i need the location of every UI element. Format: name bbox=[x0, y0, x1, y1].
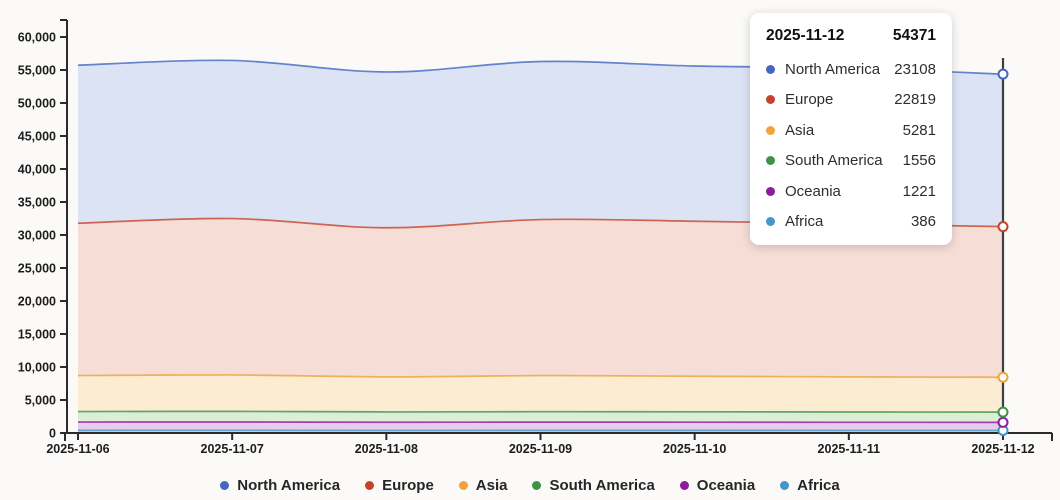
tooltip-series-value: 22819 bbox=[894, 91, 936, 109]
tooltip-series-value: 5281 bbox=[902, 121, 936, 139]
series-color-dot-icon bbox=[458, 480, 468, 490]
series-color-dot-icon bbox=[766, 186, 775, 196]
x-tick-label: 2025-11-08 bbox=[355, 442, 418, 456]
legend-label: Europe bbox=[382, 476, 434, 494]
series-color-dot-icon bbox=[766, 156, 775, 166]
series-color-dot-icon bbox=[766, 64, 775, 74]
area-asia bbox=[78, 374, 1003, 413]
series-color-dot-icon bbox=[365, 480, 375, 490]
tooltip-row: Oceania 1221 bbox=[766, 176, 936, 207]
tooltip-series-value: 23108 bbox=[894, 60, 936, 78]
y-tick-label: 30,000 bbox=[18, 229, 56, 243]
tooltip-series-name: North America bbox=[785, 60, 881, 78]
legend-item-asia[interactable]: Asia bbox=[458, 476, 508, 494]
y-tick-label: 55,000 bbox=[18, 64, 56, 78]
tooltip-row: North America 23108 bbox=[766, 54, 936, 85]
legend-item-europe[interactable]: Europe bbox=[365, 477, 434, 494]
legend-label: Oceania bbox=[696, 476, 756, 494]
legend-label: South America bbox=[549, 476, 655, 494]
y-tick-label: 10,000 bbox=[18, 361, 56, 375]
tooltip-row: Africa 386 bbox=[766, 207, 936, 238]
tooltip-series-name: South America bbox=[785, 152, 883, 170]
tooltip-rows: North America 23108 Europe 22819 Asia 5281 Sou… bbox=[766, 54, 936, 237]
y-tick-label: 0 bbox=[49, 427, 56, 441]
tooltip-row: Europe 22819 bbox=[766, 85, 936, 116]
legend-item-oceania[interactable]: Oceania bbox=[679, 476, 756, 494]
y-tick-label: 20,000 bbox=[18, 295, 56, 309]
tooltip-row: Asia 5281 bbox=[766, 115, 936, 146]
series-color-dot-icon bbox=[532, 480, 542, 490]
tooltip-total: 54371 bbox=[892, 27, 936, 44]
legend-label: Asia bbox=[475, 476, 508, 494]
cursor-marker-europe bbox=[997, 221, 1009, 233]
series-color-dot-icon bbox=[220, 480, 230, 490]
legend-label: North America bbox=[237, 476, 341, 494]
tooltip: 2025-11-12 54371 North America 23108 Europ… bbox=[750, 13, 952, 245]
tooltip-series-name: Africa bbox=[785, 213, 824, 231]
tooltip-date: 2025-11-12 bbox=[766, 27, 845, 44]
series-color-dot-icon bbox=[766, 95, 775, 105]
area-europe bbox=[78, 218, 1003, 378]
legend-item-south-america[interactable]: South America bbox=[532, 476, 655, 494]
tooltip-header: 2025-11-12 54371 bbox=[766, 27, 936, 45]
tooltip-series-name: Asia bbox=[785, 121, 815, 139]
y-tick-label: 5,000 bbox=[25, 394, 56, 408]
area-south-america bbox=[78, 411, 1003, 423]
tooltip-series-value: 1556 bbox=[902, 152, 936, 170]
x-tick-label: 2025-11-09 bbox=[509, 442, 572, 456]
series-color-dot-icon bbox=[780, 480, 790, 490]
x-tick-label: 2025-11-06 bbox=[46, 442, 109, 456]
line-asia bbox=[77, 374, 1004, 379]
legend: North America Europe Asia South America Ocea… bbox=[0, 474, 1060, 496]
y-tick-label: 35,000 bbox=[18, 196, 56, 210]
tooltip-series-value: 386 bbox=[910, 213, 936, 231]
y-tick-label: 15,000 bbox=[18, 328, 56, 342]
cursor-marker-oceania bbox=[997, 416, 1009, 428]
x-tick-label: 2025-11-11 bbox=[818, 442, 881, 456]
y-tick-label: 50,000 bbox=[18, 97, 56, 111]
cursor-marker-north-america bbox=[997, 68, 1009, 80]
tooltip-row: South America 1556 bbox=[766, 146, 936, 177]
line-south-america bbox=[77, 410, 1004, 413]
tooltip-series-name: Europe bbox=[785, 91, 834, 109]
y-tick-label: 25,000 bbox=[18, 262, 56, 276]
x-tick-label: 2025-11-07 bbox=[201, 442, 264, 456]
legend-label: Africa bbox=[797, 476, 840, 494]
y-tick-label: 40,000 bbox=[18, 163, 56, 177]
cursor-marker-south-america bbox=[997, 406, 1009, 418]
legend-item-north-america[interactable]: North America bbox=[220, 477, 340, 494]
x-tick-label: 2025-11-10 bbox=[663, 442, 726, 456]
y-tick-label: 45,000 bbox=[18, 130, 56, 144]
tooltip-series-value: 1221 bbox=[902, 182, 936, 200]
legend-item-africa[interactable]: Africa bbox=[780, 477, 840, 494]
area-oceania bbox=[78, 421, 1003, 431]
series-color-dot-icon bbox=[766, 125, 775, 135]
cursor-marker-asia bbox=[997, 371, 1009, 383]
series-color-dot-icon bbox=[679, 480, 689, 490]
tooltip-series-name: Oceania bbox=[785, 182, 841, 200]
x-tick-label: 2025-11-12 bbox=[971, 442, 1034, 456]
series-color-dot-icon bbox=[766, 217, 775, 227]
y-tick-label: 60,000 bbox=[18, 31, 56, 45]
